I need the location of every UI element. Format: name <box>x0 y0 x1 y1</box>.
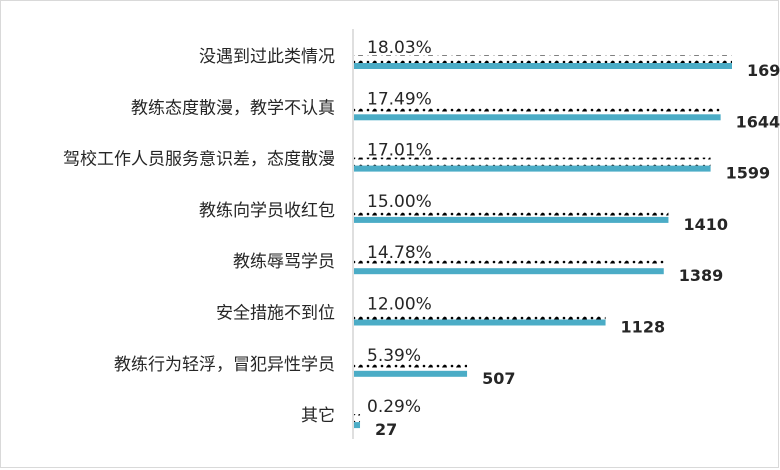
percent-label: 5.39% <box>367 346 421 366</box>
category-label: 教练态度散漫，教学不认真 <box>131 98 335 118</box>
category-label: 教练行为轻浮，冒犯异性学员 <box>114 355 335 375</box>
bar-pattern <box>354 260 664 269</box>
value-label: 1599 <box>726 164 771 183</box>
percent-label: 12.00% <box>367 295 432 315</box>
category-label: 教练辱骂学员 <box>233 252 335 272</box>
bar-pattern <box>354 362 468 371</box>
percent-label: 17.01% <box>367 141 432 161</box>
value-label: 1389 <box>679 266 724 285</box>
value-label: 1128 <box>621 318 666 337</box>
bar <box>354 114 721 121</box>
bar <box>354 319 606 326</box>
bar-pattern <box>354 208 669 217</box>
value-label: 27 <box>375 420 397 439</box>
category-label: 教练向学员收红包 <box>199 201 335 221</box>
bar <box>354 165 711 172</box>
value-label: 507 <box>482 369 515 388</box>
category-label: 安全措施不到位 <box>216 304 335 324</box>
percent-label: 18.03% <box>367 38 432 58</box>
category-label: 驾校工作人员服务意识差，态度散漫 <box>63 150 335 170</box>
value-label: 1410 <box>683 215 728 234</box>
value-label: 1644 <box>736 112 780 131</box>
bar <box>354 63 732 69</box>
category-label: 没遇到过此类情况 <box>199 47 335 67</box>
category-label: 其它 <box>301 406 335 426</box>
bar-pattern <box>354 106 721 115</box>
bar <box>354 268 664 275</box>
bar <box>354 422 361 429</box>
percent-label: 15.00% <box>367 192 432 212</box>
bar <box>354 370 468 377</box>
value-label: 1695 <box>747 61 780 80</box>
bar-pattern <box>354 55 732 63</box>
percent-label: 0.29% <box>367 397 421 417</box>
bar-pattern <box>354 311 606 320</box>
percent-label: 14.78% <box>367 243 432 263</box>
bar <box>354 216 669 223</box>
bar-pattern <box>354 157 711 166</box>
bar-pattern <box>354 414 361 423</box>
percent-label: 17.49% <box>367 89 432 109</box>
